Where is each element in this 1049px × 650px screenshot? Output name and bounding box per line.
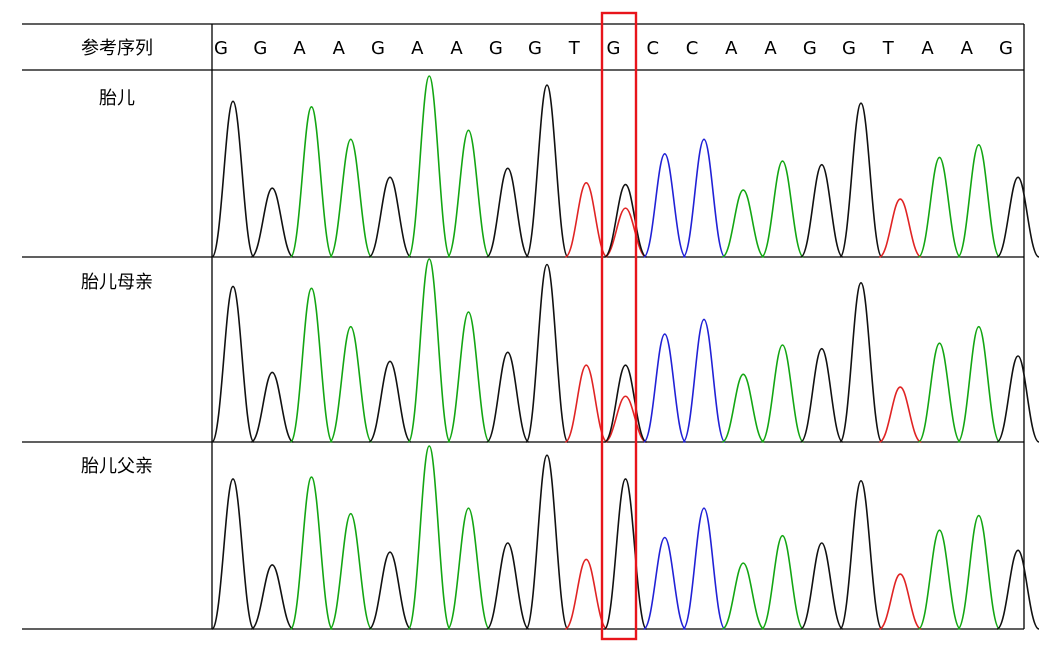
reference-base-4: G <box>371 38 385 59</box>
reference-base-20: G <box>999 38 1013 59</box>
reference-base-12: C <box>686 38 699 59</box>
peak-sample1-pos1 <box>250 371 294 443</box>
peak-sample0-pos10-secondary <box>604 207 647 258</box>
peak-sample1-pos13 <box>721 373 765 443</box>
peak-sample2-pos8 <box>525 454 569 630</box>
peak-sample1-pos5 <box>407 258 452 443</box>
table-frame <box>22 23 1025 630</box>
reference-base-19: A <box>961 38 974 59</box>
peak-sample2-pos0 <box>211 478 255 630</box>
peak-sample2-pos17 <box>878 573 922 630</box>
peak-sample1-pos14 <box>760 344 805 443</box>
peak-sample1-pos11 <box>642 333 687 443</box>
peak-sample0-pos6 <box>446 129 491 258</box>
peak-sample1-pos9 <box>564 364 609 443</box>
peak-sample2-pos5 <box>407 445 452 630</box>
peak-sample1-pos10-secondary <box>604 395 647 443</box>
peak-sample2-pos19 <box>956 514 1001 630</box>
reference-base-6: A <box>450 38 463 59</box>
peak-sample0-pos4 <box>368 176 412 258</box>
reference-base-14: A <box>764 38 777 59</box>
reference-base-15: G <box>803 38 817 59</box>
peak-sample2-pos6 <box>446 507 491 630</box>
peak-sample1-pos15 <box>799 347 844 443</box>
reference-base-18: A <box>921 38 934 59</box>
peak-sample1-pos18 <box>917 342 962 443</box>
peak-sample0-pos3 <box>328 138 373 258</box>
peak-sample2-pos12 <box>682 507 726 630</box>
reference-base-11: C <box>647 38 660 59</box>
peak-sample0-pos17 <box>878 198 922 258</box>
father-row-label: 胎儿父亲 <box>81 456 153 477</box>
variant-highlight-box <box>600 11 638 641</box>
peak-sample0-pos20 <box>996 176 1040 258</box>
peak-sample1-pos17 <box>878 386 922 443</box>
peak-sample2-pos16 <box>839 479 883 630</box>
peak-sample1-pos2 <box>289 287 334 443</box>
peak-sample0-pos19 <box>956 143 1001 258</box>
reference-base-13: A <box>725 38 738 59</box>
peak-sample1-pos19 <box>956 325 1001 443</box>
peak-sample0-pos8 <box>525 84 569 258</box>
peak-sample0-pos16 <box>839 102 883 258</box>
peak-sample1-pos6 <box>446 311 491 443</box>
peak-sample2-pos11 <box>642 536 687 630</box>
peak-sample0-pos15 <box>799 163 844 258</box>
peak-sample0-pos14 <box>760 160 805 258</box>
peak-sample0-pos11 <box>642 153 687 258</box>
peak-sample0-pos0 <box>211 100 255 258</box>
peak-sample0-pos18 <box>917 156 962 258</box>
peak-sample1-pos8 <box>525 263 569 443</box>
peak-sample2-pos20 <box>996 549 1040 630</box>
reference-base-3: A <box>333 38 346 59</box>
mother-row-label: 胎儿母亲 <box>81 272 153 293</box>
peak-sample1-pos12 <box>682 318 726 443</box>
peak-sample0-pos1 <box>250 187 294 258</box>
fetus-row-label: 胎儿 <box>99 88 135 109</box>
peak-sample1-pos10 <box>603 364 648 443</box>
peak-sample1-pos16 <box>839 281 883 443</box>
peak-sample0-pos12 <box>682 138 726 258</box>
peak-sample2-pos18 <box>917 529 962 630</box>
peak-sample0-pos10 <box>603 183 648 258</box>
reference-base-17: T <box>882 38 895 59</box>
peak-sample2-pos1 <box>250 564 294 630</box>
peak-sample0-pos9 <box>564 181 609 258</box>
reference-base-10: G <box>607 38 621 59</box>
peak-sample2-pos7 <box>485 542 530 630</box>
peak-sample2-pos10 <box>603 478 648 630</box>
peak-sample1-pos7 <box>485 351 530 443</box>
reference-base-1: G <box>253 38 267 59</box>
reference-base-9: T <box>568 38 581 59</box>
peak-sample0-pos5 <box>407 75 452 258</box>
reference-base-5: A <box>411 38 424 59</box>
reference-sequence-label: 参考序列 <box>81 38 153 59</box>
reference-base-2: A <box>293 38 306 59</box>
reference-base-7: G <box>489 38 503 59</box>
peak-sample2-pos3 <box>328 512 373 630</box>
peak-sample0-pos13 <box>721 189 765 258</box>
peak-sample0-pos2 <box>289 105 334 258</box>
peak-sample2-pos4 <box>368 551 412 630</box>
peak-sample2-pos13 <box>721 562 765 630</box>
peak-sample2-pos14 <box>760 534 805 630</box>
peak-sample2-pos9 <box>564 558 608 630</box>
peak-sample2-pos15 <box>799 542 844 630</box>
reference-base-8: G <box>528 38 542 59</box>
reference-base-0: G <box>214 38 228 59</box>
peak-sample2-pos2 <box>289 476 334 630</box>
peak-sample1-pos3 <box>328 325 373 443</box>
peak-sample1-pos0 <box>211 285 255 443</box>
peak-sample0-pos7 <box>485 167 530 258</box>
peak-sample1-pos4 <box>368 360 412 443</box>
chromatogram-traces <box>211 75 1040 630</box>
reference-base-16: G <box>842 38 856 59</box>
peak-sample1-pos20 <box>996 355 1040 443</box>
